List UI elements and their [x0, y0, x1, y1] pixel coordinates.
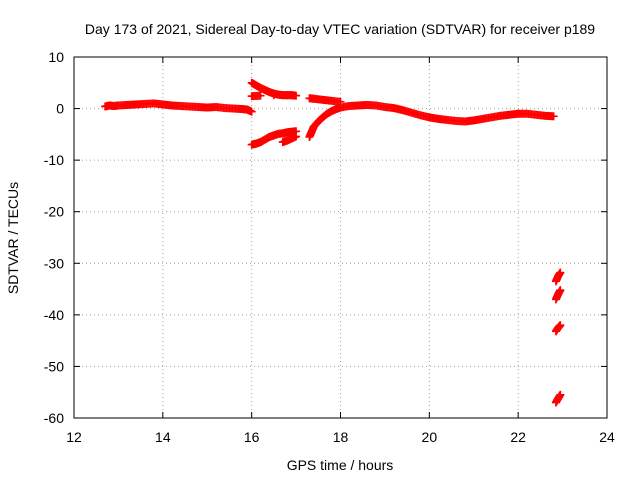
data-point — [247, 107, 256, 116]
x-tick-label: 24 — [599, 429, 615, 445]
y-tick-label: 10 — [48, 49, 64, 65]
y-tick-label: -10 — [44, 152, 64, 168]
y-axis-label: SDTVAR / TECUs — [5, 182, 21, 294]
x-tick-label: 18 — [333, 429, 349, 445]
data-point — [556, 286, 565, 295]
data-point — [556, 390, 565, 399]
data-point — [256, 91, 265, 100]
data-point — [549, 112, 558, 121]
y-tick-label: -50 — [44, 358, 64, 374]
data-point — [283, 91, 292, 100]
x-tick-label: 12 — [66, 429, 82, 445]
x-tick-label: 22 — [510, 429, 526, 445]
x-axis-label: GPS time / hours — [287, 457, 394, 473]
y-tick-label: -60 — [44, 410, 64, 426]
grid — [74, 57, 607, 418]
data-point — [556, 268, 565, 277]
y-tick-label: 0 — [56, 101, 64, 117]
chart-title: Day 173 of 2021, Sidereal Day-to-day VTE… — [85, 21, 595, 37]
data-point — [292, 91, 301, 100]
x-tick-label: 14 — [155, 429, 171, 445]
data-point — [556, 321, 565, 330]
y-tick-label: -40 — [44, 307, 64, 323]
y-tick-label: -30 — [44, 255, 64, 271]
x-tick-label: 20 — [422, 429, 438, 445]
y-tick-label: -20 — [44, 204, 64, 220]
axis-ticks: 12 14 16 18 20 22 24 10 0 -10 -20 -30 -40 -50 -60 — [44, 49, 615, 445]
data-point — [292, 132, 301, 141]
data-point — [269, 91, 278, 100]
data-points — [101, 78, 565, 407]
x-tick-label: 16 — [244, 429, 260, 445]
